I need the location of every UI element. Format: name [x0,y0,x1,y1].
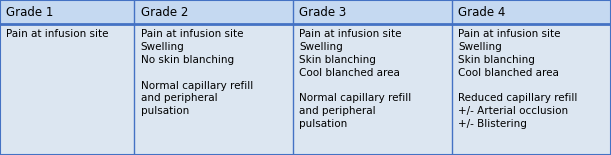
Text: Grade 2: Grade 2 [141,6,188,18]
Text: Grade 3: Grade 3 [299,6,346,18]
Text: Pain at infusion site: Pain at infusion site [6,29,109,40]
Bar [0,0,611,24]
Text: Pain at infusion site
Swelling
Skin blanching
Cool blanched area

Reduced capill: Pain at infusion site Swelling Skin blan… [458,29,577,129]
Text: Grade 1: Grade 1 [6,6,54,18]
Text: Pain at infusion site
Swelling
Skin blanching
Cool blanched area

Normal capilla: Pain at infusion site Swelling Skin blan… [299,29,412,129]
Text: Pain at infusion site
Swelling
No skin blanching

Normal capillary refill
and pe: Pain at infusion site Swelling No skin b… [141,29,253,116]
Text: Grade 4: Grade 4 [458,6,506,18]
